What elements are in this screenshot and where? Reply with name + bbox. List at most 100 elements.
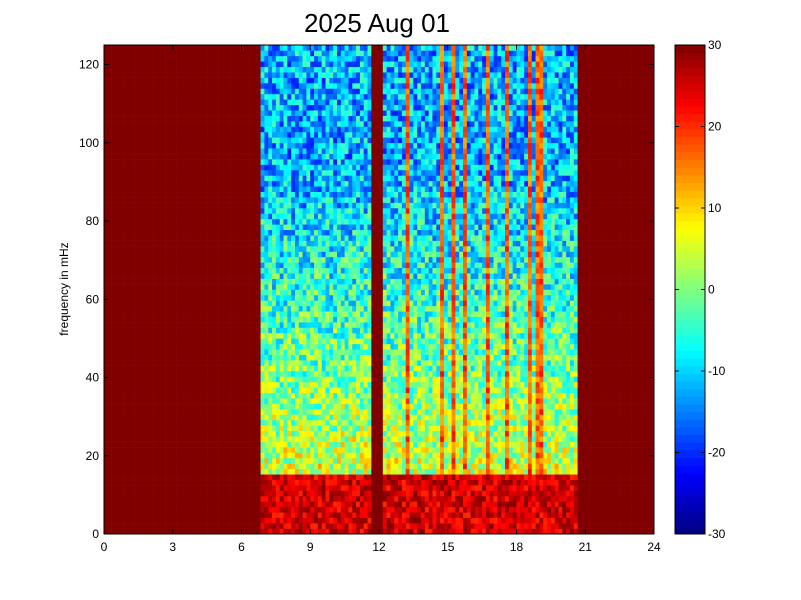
heatmap-cell xyxy=(191,83,196,89)
heatmap-cell xyxy=(180,148,185,154)
heatmap-cell xyxy=(226,83,231,89)
heatmap-cell xyxy=(291,457,296,464)
heatmap-cell xyxy=(126,501,132,508)
heatmap-cell xyxy=(226,202,231,209)
heatmap-cell xyxy=(249,278,254,285)
heatmap-cell xyxy=(207,327,212,334)
heatmap-cell xyxy=(199,430,204,437)
heatmap-cell xyxy=(188,164,193,171)
heatmap-cell xyxy=(153,235,158,241)
heatmap-cell xyxy=(222,83,227,89)
heatmap-cell xyxy=(222,381,227,388)
heatmap-cell xyxy=(199,104,204,111)
heatmap-cell xyxy=(260,197,265,203)
heatmap-cell xyxy=(218,517,223,524)
heatmap-cell xyxy=(272,354,277,361)
heatmap-cell xyxy=(184,398,189,404)
heatmap-cell xyxy=(302,360,307,366)
heatmap-cell xyxy=(168,506,174,513)
heatmap-cell xyxy=(268,517,273,524)
heatmap-cell xyxy=(249,191,254,198)
heatmap-cell xyxy=(230,77,235,84)
heatmap-cell xyxy=(138,137,143,144)
heatmap-cell xyxy=(279,430,284,437)
heatmap-cell xyxy=(191,267,196,274)
heatmap-cell xyxy=(245,262,250,269)
heatmap-cell xyxy=(306,251,311,258)
heatmap-cell xyxy=(233,332,238,339)
heatmap-cell xyxy=(268,77,273,84)
heatmap-cell xyxy=(172,447,177,453)
heatmap-cell xyxy=(142,55,147,62)
heatmap-cell xyxy=(226,468,231,475)
heatmap-cell xyxy=(207,316,212,323)
heatmap-cell xyxy=(302,50,307,57)
heatmap-cell xyxy=(191,414,196,421)
heatmap-cell xyxy=(138,474,143,480)
heatmap-cell xyxy=(157,104,162,111)
heatmap-cell xyxy=(184,468,189,475)
heatmap-cell xyxy=(146,441,151,448)
heatmap-cell xyxy=(241,479,246,486)
heatmap-cell xyxy=(241,392,246,399)
heatmap-cell xyxy=(237,409,242,415)
heatmap-cell xyxy=(268,365,273,372)
heatmap-cell xyxy=(165,153,170,160)
heatmap-cell xyxy=(161,403,166,410)
heatmap-cell xyxy=(287,137,292,144)
heatmap-cell xyxy=(172,99,177,106)
heatmap-cell xyxy=(107,338,112,345)
heatmap-cell xyxy=(302,153,307,160)
heatmap-cell xyxy=(287,88,292,95)
heatmap-cell xyxy=(237,229,242,236)
heatmap-cell xyxy=(314,305,319,312)
heatmap-cell xyxy=(210,457,216,464)
heatmap-cell xyxy=(252,240,258,247)
heatmap-cell xyxy=(241,327,246,334)
heatmap-cell xyxy=(294,262,300,269)
heatmap-cell xyxy=(222,153,227,160)
heatmap-cell xyxy=(134,93,139,100)
heatmap-cell xyxy=(264,99,269,106)
heatmap-cell xyxy=(107,235,112,241)
heatmap-cell xyxy=(222,251,227,258)
heatmap-cell xyxy=(134,300,139,307)
heatmap-cell xyxy=(226,512,231,518)
heatmap-cell xyxy=(260,93,265,100)
heatmap-cell xyxy=(176,495,181,502)
heatmap-cell xyxy=(138,191,143,198)
heatmap-cell xyxy=(214,202,219,209)
heatmap-cell xyxy=(157,45,162,51)
heatmap-cell xyxy=(188,332,193,339)
heatmap-cell xyxy=(168,419,174,426)
heatmap-cell xyxy=(149,305,154,312)
heatmap-cell xyxy=(119,327,124,334)
heatmap-cell xyxy=(222,159,227,165)
heatmap-cell xyxy=(134,512,139,518)
heatmap-cell xyxy=(310,66,315,73)
heatmap-cell xyxy=(168,131,174,138)
heatmap-cell xyxy=(233,349,238,355)
heatmap-cell xyxy=(260,403,265,410)
heatmap-cell xyxy=(168,66,174,73)
heatmap-cell xyxy=(126,447,132,453)
heatmap-cell xyxy=(176,490,181,497)
heatmap-cell xyxy=(180,164,185,171)
heatmap-cell xyxy=(123,72,128,78)
heatmap-cell xyxy=(237,343,242,350)
heatmap-cell xyxy=(214,208,219,214)
heatmap-cell xyxy=(153,278,158,285)
heatmap-cell xyxy=(119,463,124,470)
heatmap-cell xyxy=(119,213,124,220)
heatmap-cell xyxy=(256,523,261,529)
heatmap-cell xyxy=(302,322,307,328)
heatmap-cell xyxy=(188,191,193,198)
heatmap-cell xyxy=(291,479,296,486)
heatmap-cell xyxy=(310,273,315,279)
heatmap-cell xyxy=(291,169,296,176)
heatmap-cell xyxy=(256,490,261,497)
heatmap-cell xyxy=(203,327,208,334)
heatmap-cell xyxy=(249,93,254,100)
heatmap-cell xyxy=(199,202,204,209)
heatmap-cell xyxy=(272,495,277,502)
